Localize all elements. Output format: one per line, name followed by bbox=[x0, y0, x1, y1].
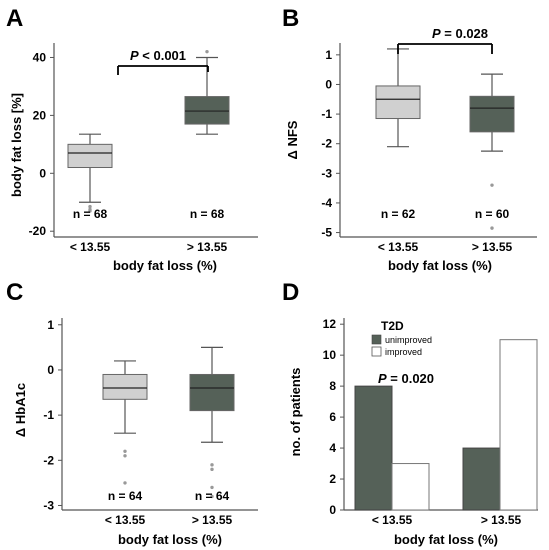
panel-a-ytick-label: 40 bbox=[33, 50, 47, 64]
panel-c-ylabel: Δ HbA1c bbox=[13, 383, 28, 437]
panel-d-p-italic: P bbox=[378, 371, 387, 386]
panel-a: A body fat loss [%] 40 20 0 -20 P < 0.001 n… bbox=[6, 5, 258, 273]
panel-b-p-rest: = 0.028 bbox=[441, 26, 488, 41]
panel-d-cat-left: < 13.55 bbox=[372, 513, 413, 527]
panel-c-outlier bbox=[210, 463, 214, 467]
panel-a-outlier bbox=[88, 209, 92, 213]
panel-b-plot: 1 0 -1 -2 -3 -4 -5 bbox=[321, 43, 537, 240]
panel-a-n-right: n = 68 bbox=[190, 207, 225, 221]
panel-b-box bbox=[375, 85, 421, 120]
panel-c-cat-left: < 13.55 bbox=[105, 513, 146, 527]
panel-d-ytick-label: 6 bbox=[329, 410, 336, 424]
panel-b-letter: B bbox=[282, 5, 299, 32]
panel-a-cat-right: > 13.55 bbox=[187, 240, 228, 254]
panel-b-ytick-label: 1 bbox=[325, 48, 332, 62]
panel-c-n-right: n = 64 bbox=[195, 489, 230, 503]
panel-d-ytick-label: 12 bbox=[323, 317, 337, 331]
panel-b-p-italic: P bbox=[432, 26, 441, 41]
legend-label-unimproved: unimproved bbox=[385, 335, 432, 345]
panel-b-n-left: n = 62 bbox=[381, 207, 416, 221]
panel-c-plot: 1 0 -1 -2 -3 bbox=[43, 318, 258, 512]
panel-b-cat-left: < 13.55 bbox=[378, 240, 419, 254]
panel-a-p-italic: P bbox=[130, 48, 139, 63]
panel-b-ytick-label: -1 bbox=[321, 107, 332, 121]
panel-c-ytick-label: 0 bbox=[47, 363, 54, 377]
panel-a-cat-left: < 13.55 bbox=[70, 240, 111, 254]
panel-b-ytick-label: -4 bbox=[321, 196, 332, 210]
panel-d-legend: T2D unimproved improved bbox=[371, 319, 432, 357]
legend-label-improved: improved bbox=[385, 347, 422, 357]
panel-c-xlabel: body fat loss (%) bbox=[118, 532, 222, 547]
panel-b-p-value: P = 0.028 bbox=[432, 26, 488, 41]
panel-d-p-value: P = 0.020 bbox=[378, 371, 434, 386]
panel-d-bar-improved bbox=[391, 463, 430, 511]
panel-b-box bbox=[469, 95, 515, 133]
panel-a-ytick-label: 0 bbox=[39, 166, 46, 180]
panel-d-ytick-label: 8 bbox=[329, 379, 336, 393]
panel-d-ytick-label: 4 bbox=[329, 441, 336, 455]
panel-a-letter: A bbox=[6, 5, 23, 32]
panel-a-ylabel: body fat loss [%] bbox=[9, 93, 24, 197]
legend-title: T2D bbox=[381, 319, 404, 333]
panel-d-plot: 12 10 8 6 4 2 0 bbox=[323, 317, 538, 517]
panel-b-ytick-label: 0 bbox=[325, 77, 332, 91]
panel-b-outlier bbox=[490, 226, 494, 230]
panel-c: C Δ HbA1c 1 0 -1 -2 -3 n = 64 n = 64 < 13.55… bbox=[6, 279, 258, 547]
panel-a-plot: 40 20 0 -20 bbox=[29, 43, 258, 238]
panel-d-ylabel: no. of patients bbox=[288, 368, 303, 457]
panel-b-xlabel: body fat loss (%) bbox=[388, 258, 492, 273]
panel-c-outlier bbox=[210, 494, 214, 499]
legend-swatch-improved bbox=[371, 346, 382, 357]
panel-d-bar-unimproved bbox=[462, 447, 501, 511]
panel-b-n-right: n = 60 bbox=[475, 207, 510, 221]
panel-d-letter: D bbox=[282, 279, 299, 306]
panel-a-outlier bbox=[88, 204, 92, 209]
panel-d-xlabel: body fat loss (%) bbox=[394, 532, 498, 547]
panel-d-ytick-label: 2 bbox=[329, 472, 336, 486]
panel-a-ytick-label: 20 bbox=[33, 108, 47, 122]
panel-d-bar-unimproved bbox=[354, 385, 393, 511]
legend-swatch-unimproved bbox=[371, 334, 382, 345]
panel-a-p-value: P < 0.001 bbox=[130, 48, 186, 63]
panel-b-ylabel: Δ NFS bbox=[285, 120, 300, 159]
panel-d-bar-improved bbox=[499, 339, 538, 511]
panel-d-cat-right: > 13.55 bbox=[481, 513, 522, 527]
panel-a-box bbox=[67, 143, 113, 169]
panel-c-ytick-label: -2 bbox=[43, 453, 54, 467]
panel-b-outlier bbox=[490, 183, 494, 187]
panel-d-ytick-label: 10 bbox=[323, 348, 337, 362]
panel-b-cat-right: > 13.55 bbox=[472, 240, 513, 254]
panel-c-outlier bbox=[210, 467, 214, 472]
panel-a-n-left: n = 68 bbox=[73, 207, 108, 221]
panel-a-p-rest: < 0.001 bbox=[139, 48, 186, 63]
panel-c-box bbox=[102, 373, 148, 400]
panel-c-outlier bbox=[210, 485, 214, 490]
panel-c-ytick-label: 1 bbox=[47, 318, 54, 332]
panel-a-box bbox=[184, 96, 230, 125]
panel-d-p-rest: = 0.020 bbox=[387, 371, 434, 386]
panel-d-ytick-label: 0 bbox=[329, 503, 336, 517]
panel-c-n-left: n = 64 bbox=[108, 489, 143, 503]
panel-c-outlier bbox=[123, 449, 127, 453]
panel-b-ytick-label: -2 bbox=[321, 137, 332, 151]
panel-c-outlier bbox=[123, 454, 127, 458]
panel-c-ytick-label: -1 bbox=[43, 408, 54, 422]
panel-a-ytick-label: -20 bbox=[29, 224, 47, 238]
panel-c-box bbox=[189, 373, 235, 412]
panel-c-cat-right: > 13.55 bbox=[192, 513, 233, 527]
panel-d: D no. of patients 12 10 8 6 4 2 0 T2D unimprov… bbox=[282, 279, 538, 547]
panel-b-ytick-label: -3 bbox=[321, 166, 332, 180]
panel-c-letter: C bbox=[6, 279, 23, 306]
panel-c-outlier bbox=[123, 481, 127, 485]
panel-b-ytick-label: -5 bbox=[321, 226, 332, 240]
panel-b: B Δ NFS 1 0 -1 -2 -3 -4 -5 P = 0.028 n = 62 n … bbox=[282, 5, 537, 273]
panel-a-outlier bbox=[205, 49, 209, 54]
panel-c-ytick-label: -3 bbox=[43, 498, 54, 512]
panel-a-xlabel: body fat loss (%) bbox=[113, 258, 217, 273]
